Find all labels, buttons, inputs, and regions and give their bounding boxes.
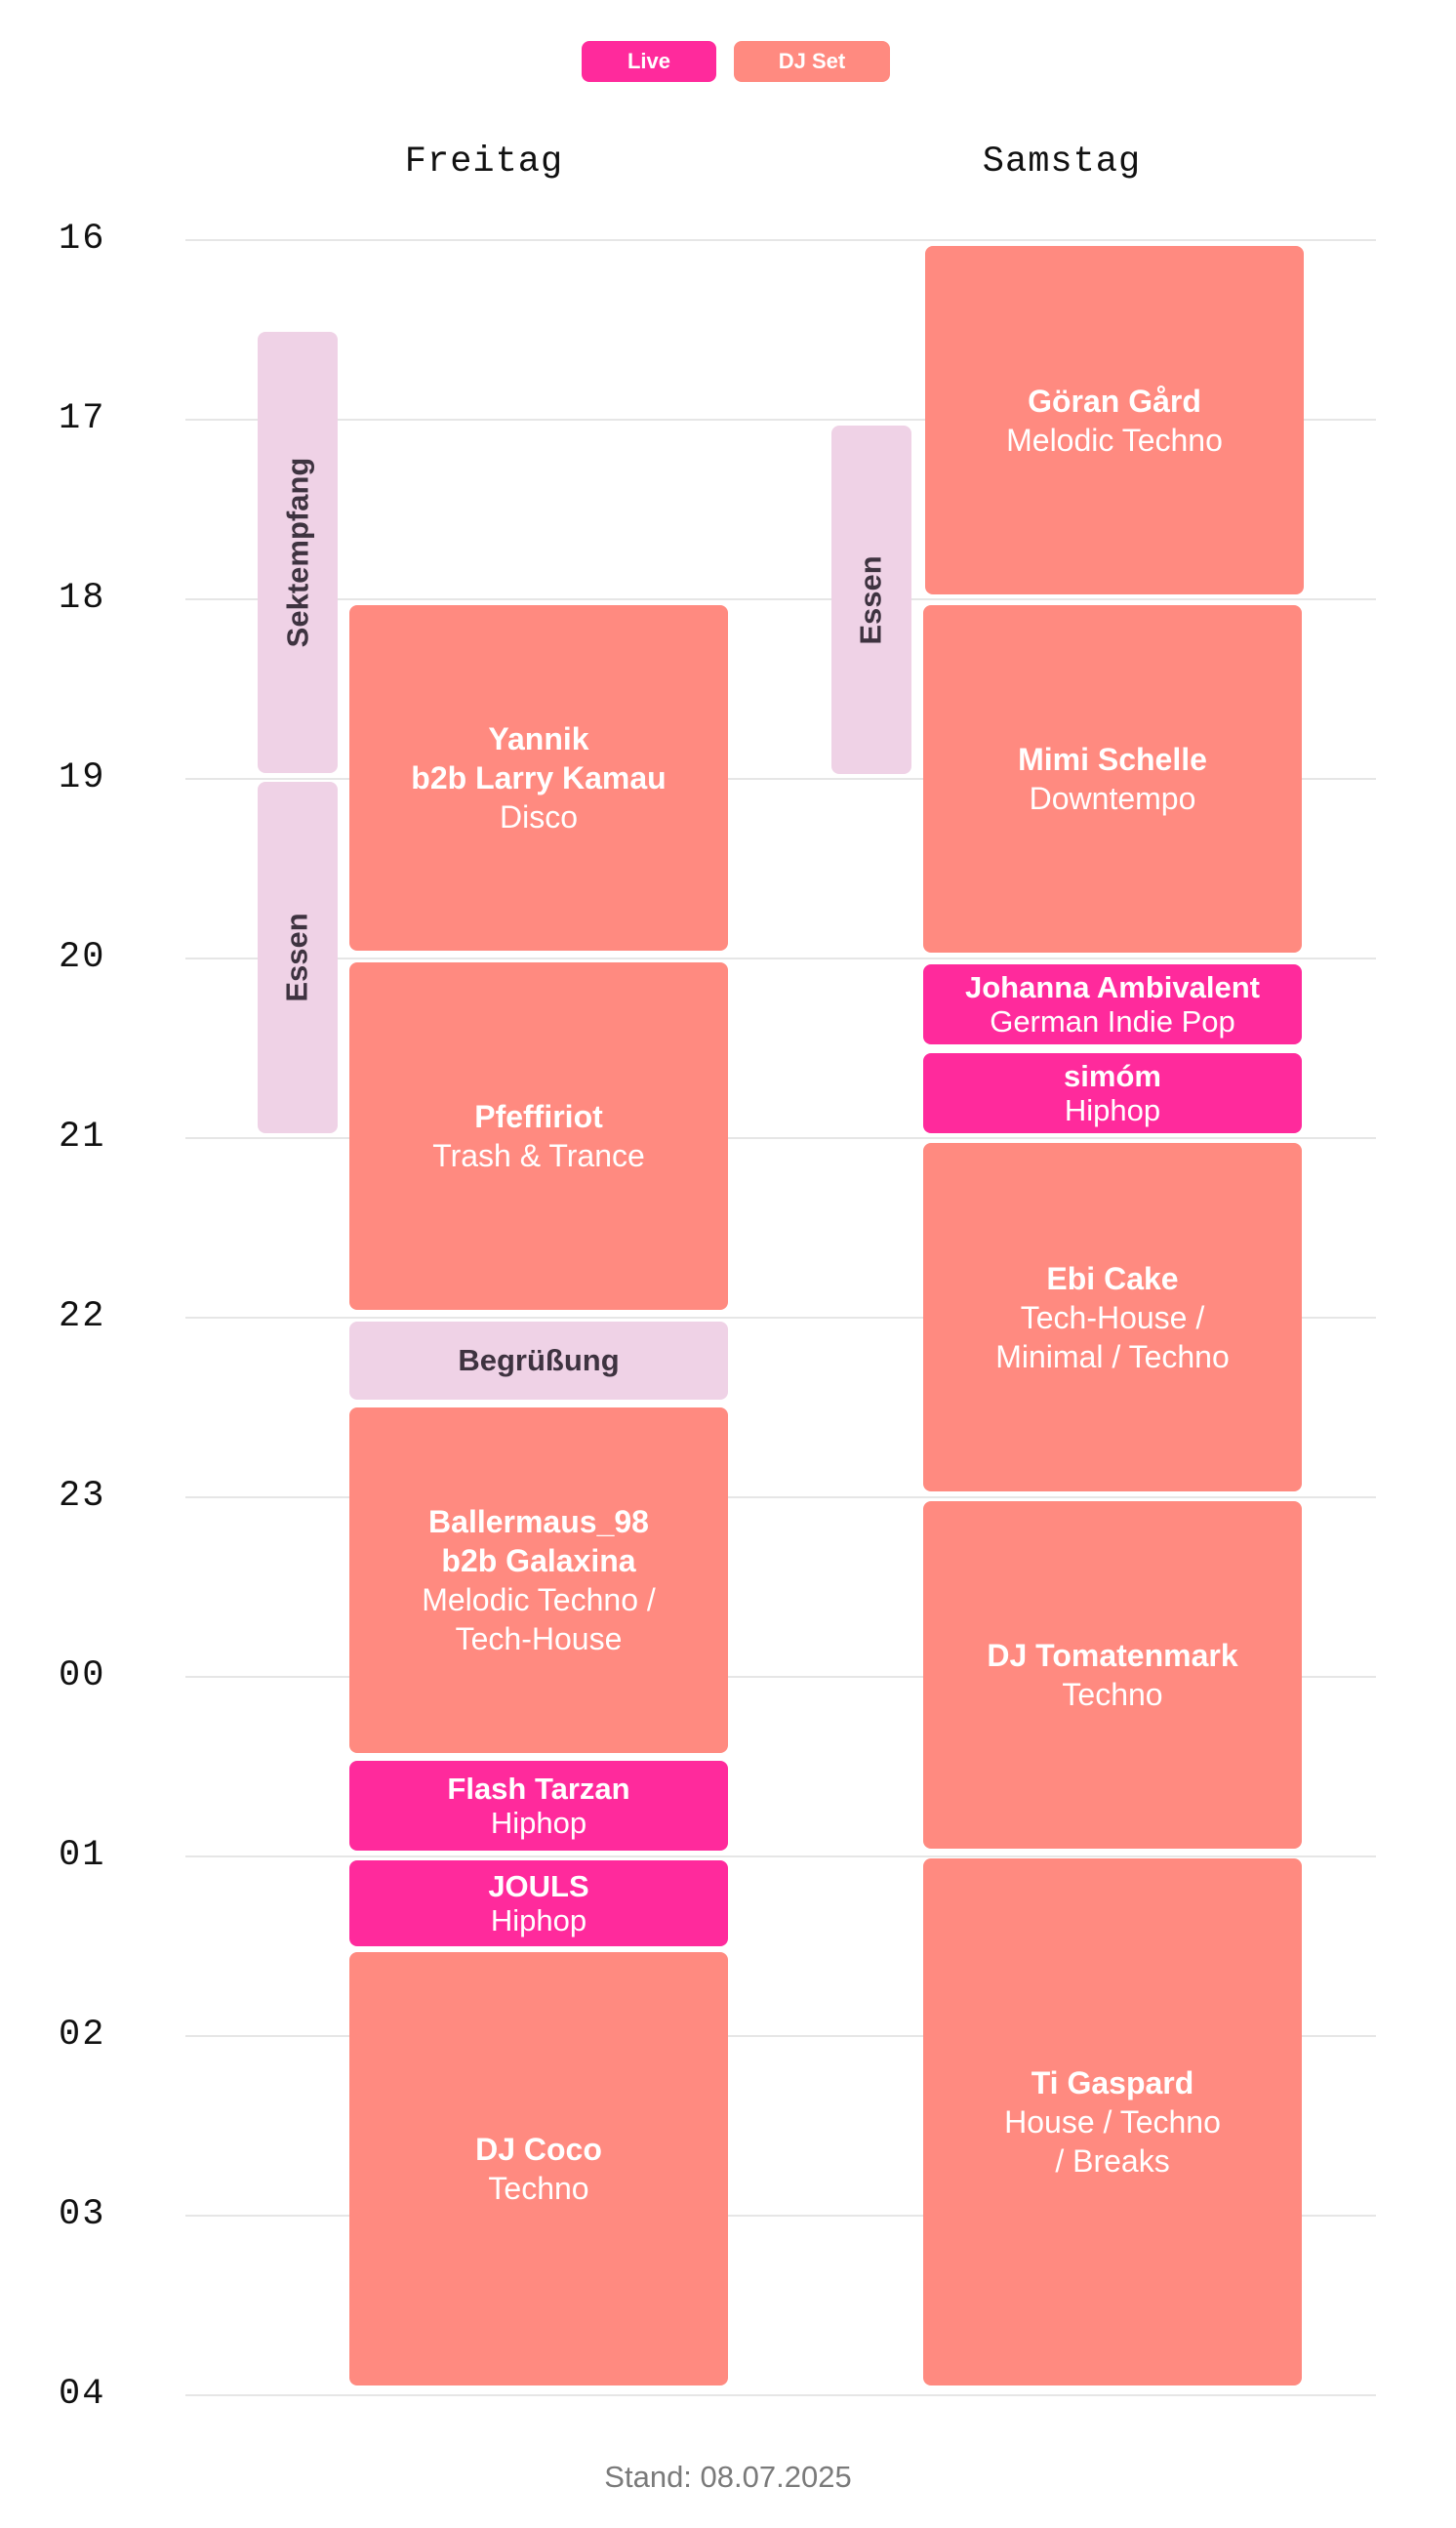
genre: Techno — [1062, 1677, 1163, 1712]
hour-line — [185, 598, 1376, 600]
hour-label: 03 — [59, 2194, 106, 2235]
hour-line — [185, 778, 1376, 780]
legend-dj-set-chip: DJ Set — [734, 41, 890, 82]
artist-name: JOULS — [488, 1869, 589, 1903]
artist-name: Pfeffiriot — [474, 1099, 603, 1134]
hour-line — [185, 958, 1376, 959]
artist-name: DJ Coco — [475, 2132, 602, 2167]
legend-live-chip: Live — [582, 41, 716, 82]
genre: Downtempo — [1029, 781, 1196, 816]
hour-line — [185, 2394, 1376, 2396]
genre: Tech-House / Minimal / Techno — [995, 1299, 1230, 1374]
hour-line — [185, 419, 1376, 421]
artist-name: DJ Tomatenmark — [987, 1638, 1238, 1673]
event-essen-saturday: Essen — [831, 426, 911, 774]
event-label: Sektempfang — [280, 457, 315, 648]
event-label: Essen — [854, 554, 888, 645]
artist-name: Mimi Schelle — [1018, 742, 1207, 777]
act-simom[interactable]: simóm Hiphop — [923, 1053, 1302, 1133]
event-label: Begrüßung — [458, 1343, 620, 1377]
hour-line — [185, 1317, 1376, 1319]
genre: Melodic Techno — [1006, 422, 1223, 458]
hour-label: 17 — [59, 398, 106, 439]
artist-name: Göran Gård — [1028, 383, 1201, 419]
artist-name: Ebi Cake — [1046, 1260, 1179, 1296]
act-jouls[interactable]: JOULS Hiphop — [349, 1860, 728, 1946]
hour-label: 19 — [59, 757, 106, 798]
footer-stand-date: Stand: 08.07.2025 — [604, 2460, 852, 2494]
hour-label: 16 — [59, 219, 106, 260]
genre: Hiphop — [1064, 1093, 1161, 1127]
artist-name: Flash Tarzan — [447, 1772, 630, 1806]
artist-name: simóm — [1064, 1059, 1161, 1093]
hour-line — [185, 2215, 1376, 2217]
hour-line — [185, 1137, 1376, 1139]
genre: Trash & Trance — [432, 1138, 645, 1173]
act-mimi-schelle[interactable]: Mimi Schelle Downtempo — [923, 605, 1302, 953]
hour-label: 23 — [59, 1476, 106, 1517]
event-label: Essen — [280, 913, 314, 1002]
hour-label: 01 — [59, 1835, 106, 1876]
artist-name: Ballermaus_98 b2b Galaxina — [428, 1504, 649, 1578]
genre: Disco — [499, 799, 578, 835]
act-johanna-ambivalent[interactable]: Johanna Ambivalent German Indie Pop — [923, 964, 1302, 1044]
hour-label: 20 — [59, 937, 106, 978]
act-dj-coco[interactable]: DJ Coco Techno — [349, 1952, 728, 2385]
act-dj-tomatenmark[interactable]: DJ Tomatenmark Techno — [923, 1501, 1302, 1849]
hour-line — [185, 1676, 1376, 1678]
artist-name: Ti Gaspard — [1031, 2065, 1194, 2100]
act-pfeffiriot[interactable]: Pfeffiriot Trash & Trance — [349, 962, 728, 1310]
hour-line — [185, 1855, 1376, 1857]
act-ballermaus-galaxina[interactable]: Ballermaus_98 b2b Galaxina Melodic Techn… — [349, 1407, 728, 1753]
legend: Live DJ Set — [0, 41, 1456, 84]
event-sektempfang: Sektempfang — [258, 332, 338, 773]
genre: Hiphop — [490, 1903, 587, 1937]
event-essen-friday: Essen — [258, 782, 338, 1133]
artist-name: Johanna Ambivalent — [964, 970, 1261, 1004]
hour-line — [185, 2035, 1376, 2037]
genre: House / Techno / Breaks — [1004, 2104, 1221, 2179]
act-ti-gaspard[interactable]: Ti Gaspard House / Techno / Breaks — [923, 1858, 1302, 2385]
act-flash-tarzan[interactable]: Flash Tarzan Hiphop — [349, 1761, 728, 1851]
hour-label: 04 — [59, 2374, 106, 2415]
act-ebi-cake[interactable]: Ebi Cake Tech-House / Minimal / Techno — [923, 1143, 1302, 1491]
genre: Melodic Techno / Tech-House — [422, 1582, 656, 1656]
hour-label: 18 — [59, 578, 106, 619]
hour-label: 21 — [59, 1117, 106, 1158]
act-yannik-larry-kamau[interactable]: Yannik b2b Larry Kamau Disco — [349, 605, 728, 951]
hour-line — [185, 239, 1376, 241]
hour-label: 02 — [59, 2015, 106, 2056]
day-header-saturday: Samstag — [982, 142, 1142, 183]
hour-label: 00 — [59, 1655, 106, 1696]
genre: Hiphop — [490, 1806, 587, 1840]
artist-name: Yannik b2b Larry Kamau — [411, 721, 667, 795]
genre: German Indie Pop — [990, 1004, 1235, 1039]
day-header-friday: Freitag — [404, 142, 564, 183]
event-begruessung: Begrüßung — [349, 1322, 728, 1400]
act-goeran-gard[interactable]: Göran Gård Melodic Techno — [925, 246, 1304, 594]
genre: Techno — [488, 2171, 589, 2206]
hour-label: 22 — [59, 1296, 106, 1337]
hour-line — [185, 1496, 1376, 1498]
